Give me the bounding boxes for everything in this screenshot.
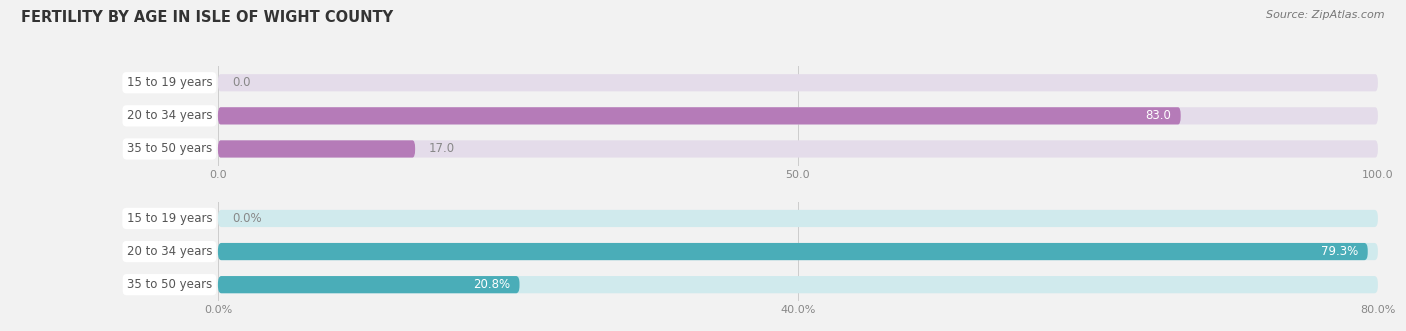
FancyBboxPatch shape xyxy=(218,107,1181,124)
FancyBboxPatch shape xyxy=(218,243,1378,260)
Text: 0.0%: 0.0% xyxy=(232,212,262,225)
Text: 15 to 19 years: 15 to 19 years xyxy=(127,76,212,89)
Text: 35 to 50 years: 35 to 50 years xyxy=(127,278,212,291)
Text: 35 to 50 years: 35 to 50 years xyxy=(127,142,212,156)
Text: FERTILITY BY AGE IN ISLE OF WIGHT COUNTY: FERTILITY BY AGE IN ISLE OF WIGHT COUNTY xyxy=(21,10,394,25)
Text: 20 to 34 years: 20 to 34 years xyxy=(127,109,212,122)
Text: 20 to 34 years: 20 to 34 years xyxy=(127,245,212,258)
Text: 0.0: 0.0 xyxy=(232,76,250,89)
FancyBboxPatch shape xyxy=(218,140,415,158)
Text: Source: ZipAtlas.com: Source: ZipAtlas.com xyxy=(1267,10,1385,20)
Text: 15 to 19 years: 15 to 19 years xyxy=(127,212,212,225)
FancyBboxPatch shape xyxy=(218,243,1368,260)
Text: 17.0: 17.0 xyxy=(429,142,456,156)
FancyBboxPatch shape xyxy=(218,276,520,293)
FancyBboxPatch shape xyxy=(218,74,1378,91)
FancyBboxPatch shape xyxy=(218,140,1378,158)
FancyBboxPatch shape xyxy=(218,210,1378,227)
FancyBboxPatch shape xyxy=(218,276,1378,293)
Text: 20.8%: 20.8% xyxy=(472,278,510,291)
Text: 83.0: 83.0 xyxy=(1146,109,1171,122)
FancyBboxPatch shape xyxy=(218,107,1378,124)
Text: 79.3%: 79.3% xyxy=(1322,245,1358,258)
